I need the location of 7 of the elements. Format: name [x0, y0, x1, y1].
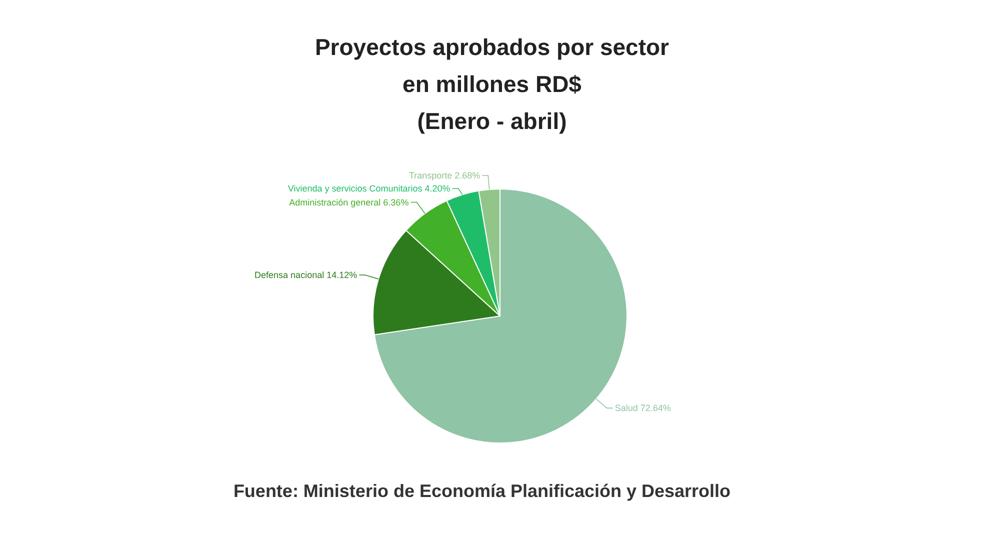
- chart-title: Proyectos aprobados por sector en millones RD$ (Enero - abril): [314, 34, 670, 134]
- slice-label: Administración general 6.36%: [289, 197, 409, 208]
- slice-label: Defensa nacional 14.12%: [254, 270, 358, 280]
- slice-label: Salud 72.64%: [614, 403, 671, 414]
- slice-label: Transporte 2.68%: [408, 170, 480, 180]
- source-note: Fuente: Ministerio de Economía Planificación y Desarrollo: [233, 481, 731, 501]
- slice-label: Vivienda y servicios Comunitarios 4.20%: [288, 184, 450, 194]
